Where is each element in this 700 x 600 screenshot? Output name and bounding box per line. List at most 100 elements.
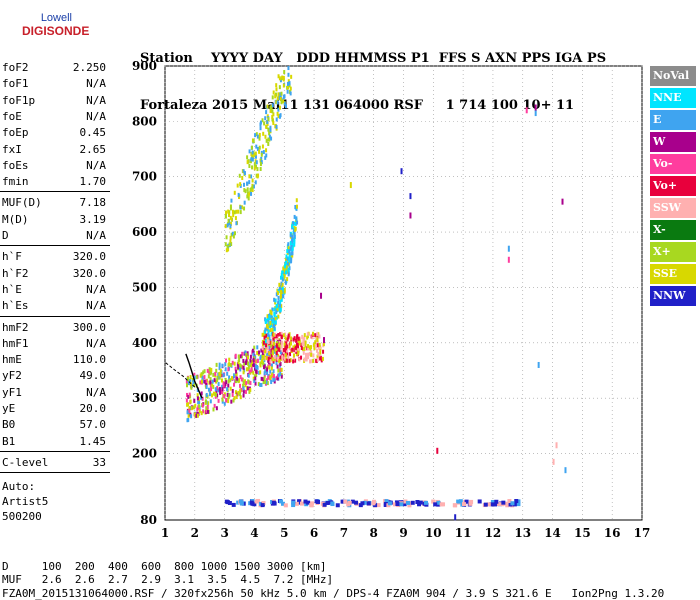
echo-mark	[289, 86, 292, 91]
echo-mark	[277, 107, 280, 112]
echo-mark	[207, 387, 210, 392]
echo-mark	[244, 350, 247, 355]
echo-mark	[313, 346, 316, 351]
echo-mark	[279, 355, 282, 360]
param-value: 2.250	[72, 61, 106, 74]
echo-mark	[403, 499, 408, 504]
echo-mark	[289, 336, 292, 341]
echo-mark	[238, 499, 243, 504]
echo-mark	[314, 333, 317, 338]
echo-mark	[291, 224, 294, 229]
echo-mark	[285, 349, 288, 354]
echo-mark	[235, 378, 238, 383]
echo-mark	[198, 404, 201, 409]
echo-mark	[273, 326, 276, 331]
echo-mark	[268, 131, 271, 136]
echo-mark	[289, 259, 292, 264]
echo-mark	[456, 499, 461, 504]
echo-mark	[243, 200, 246, 205]
echo-mark	[248, 149, 251, 154]
echo-mark	[295, 216, 298, 221]
echo-mark	[193, 372, 196, 377]
echo-mark	[270, 136, 273, 141]
echo-mark	[261, 501, 266, 506]
echo-mark	[280, 297, 283, 302]
echo-mark	[203, 379, 206, 384]
echo-mark	[275, 353, 278, 358]
echo-mark	[266, 378, 269, 383]
echo-mark	[242, 380, 245, 385]
echo-mark	[307, 352, 310, 357]
echo-mark	[188, 405, 191, 410]
echo-mark	[291, 347, 294, 352]
param-row: fxI 2.65	[2, 142, 106, 157]
echo-mark	[252, 139, 255, 144]
echo-mark	[273, 347, 276, 352]
echo-mark	[258, 136, 261, 141]
echo-mark	[229, 224, 232, 229]
echo-mark	[266, 370, 269, 375]
echo-mark	[280, 501, 285, 506]
echo-mark	[245, 352, 248, 357]
echo-mark	[266, 314, 269, 319]
echo-mark	[284, 341, 287, 346]
echo-mark	[268, 365, 271, 370]
echo-mark	[277, 74, 280, 79]
echo-mark	[192, 380, 195, 385]
echo-mark	[254, 159, 257, 164]
echo-mark	[262, 355, 265, 360]
echo-mark	[383, 502, 388, 507]
echo-mark	[270, 314, 273, 319]
y-tick-label: 200	[132, 447, 157, 461]
param-row: D N/A	[2, 228, 106, 243]
echo-mark	[247, 361, 250, 366]
echo-mark	[256, 358, 259, 363]
echo-mark	[271, 114, 274, 119]
echo-mark	[238, 195, 241, 200]
echo-mark	[483, 502, 488, 507]
echo-mark	[190, 406, 193, 411]
echo-mark	[233, 382, 236, 387]
legend-item: Vo+	[650, 176, 696, 196]
echo-mark	[260, 376, 263, 381]
echo-mark	[291, 243, 294, 248]
echo-mark	[279, 97, 282, 102]
echo-mark	[278, 92, 281, 97]
echo-mark	[246, 160, 249, 165]
echo-mark	[256, 345, 259, 350]
echo-mark	[239, 367, 242, 372]
echo-mark	[221, 399, 224, 404]
echo-mark	[278, 105, 281, 110]
echo-mark	[215, 368, 218, 373]
echo-mark	[239, 388, 242, 393]
param-row: M(D) 3.19	[2, 212, 106, 227]
footer-distance: D 100 200 400 600 800 1000 1500 3000 [km…	[2, 560, 327, 573]
echo-mark	[288, 358, 291, 363]
echo-mark	[278, 76, 281, 81]
echo-mark	[292, 337, 295, 342]
echo-mark	[186, 402, 189, 407]
echo-mark	[225, 398, 228, 403]
echo-mark	[229, 221, 232, 226]
echo-mark	[296, 335, 299, 340]
echo-mark	[224, 362, 227, 367]
echo-mark	[280, 281, 283, 286]
echo-mark	[213, 403, 216, 408]
echo-mark	[223, 384, 226, 389]
echo-mark	[218, 366, 221, 371]
echo-mark	[234, 390, 237, 395]
echo-mark	[229, 204, 232, 209]
echo-mark	[316, 343, 319, 348]
echo-mark	[187, 394, 190, 399]
echo-mark	[255, 160, 258, 165]
echo-mark	[279, 284, 282, 289]
echo-mark	[318, 334, 321, 339]
echo-mark	[266, 346, 269, 351]
echo-mark	[220, 378, 223, 383]
echo-mark	[188, 408, 191, 413]
echo-mark	[286, 277, 289, 282]
echo-mark	[239, 375, 242, 380]
echo-mark	[246, 194, 249, 199]
echo-mark	[243, 188, 246, 193]
echo-mark	[293, 234, 296, 239]
